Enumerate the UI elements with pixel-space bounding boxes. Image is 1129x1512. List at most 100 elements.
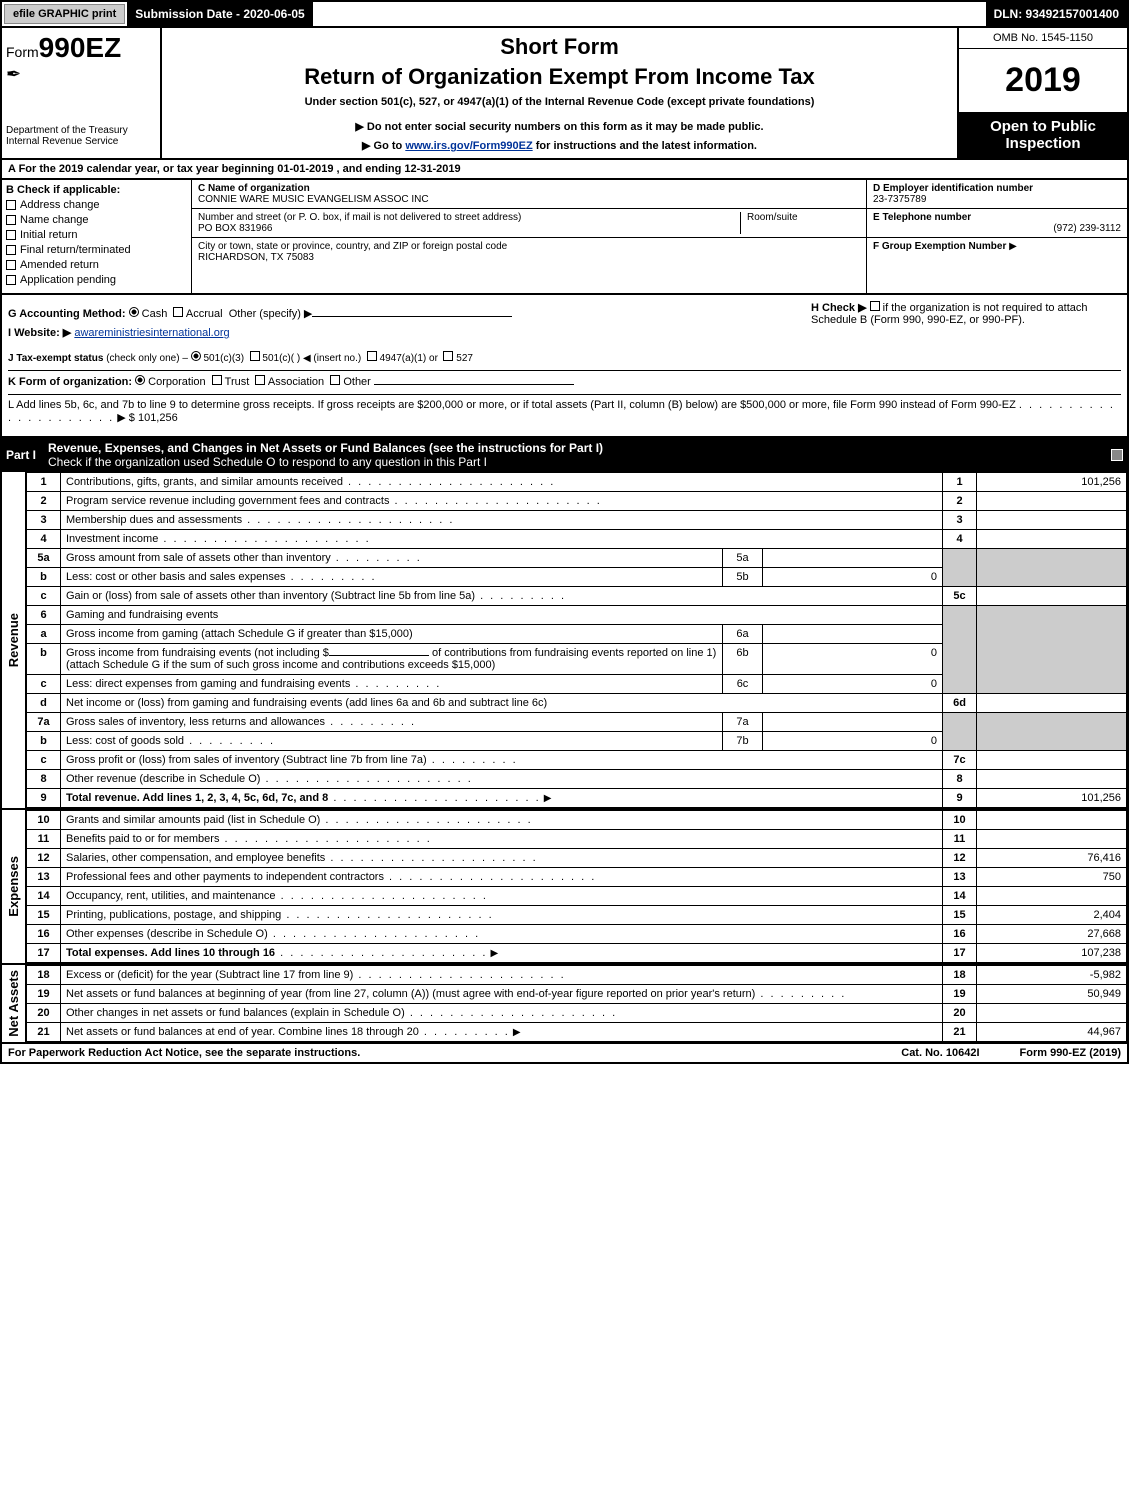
- table-row: 14Occupancy, rent, utilities, and mainte…: [27, 887, 1127, 906]
- line-subcol: 7a: [723, 713, 763, 732]
- dots-leader: [275, 947, 487, 959]
- line-desc: Excess or (deficit) for the year (Subtra…: [66, 969, 353, 981]
- line-num: 14: [27, 887, 61, 906]
- dept-irs: Internal Revenue Service: [6, 136, 156, 147]
- line-desc: Benefits paid to or for members: [66, 833, 219, 845]
- g-other-field[interactable]: [312, 316, 512, 317]
- line-amt: [977, 694, 1127, 713]
- group-exemption-row: F Group Exemption Number ▶: [867, 238, 1127, 255]
- phone-row: E Telephone number (972) 239-3112: [867, 209, 1127, 238]
- shaded-cell: [943, 606, 977, 694]
- line-rnum: 18: [943, 966, 977, 985]
- line-rnum: 20: [943, 1004, 977, 1023]
- line-num: 10: [27, 811, 61, 830]
- chk-initial-return[interactable]: Initial return: [6, 229, 187, 241]
- line-rnum: 10: [943, 811, 977, 830]
- chk-address-change[interactable]: Address change: [6, 199, 187, 211]
- dots-leader: [219, 833, 431, 845]
- line-num: 18: [27, 966, 61, 985]
- line-amt: 750: [977, 868, 1127, 887]
- line-rnum: 8: [943, 770, 977, 789]
- form-header: Form990EZ ✒ Department of the Treasury I…: [0, 28, 1129, 160]
- line-subcol: 7b: [723, 732, 763, 751]
- radio-icon[interactable]: [191, 351, 201, 361]
- table-row: cGross profit or (loss) from sales of in…: [27, 751, 1127, 770]
- city-label: City or town, state or province, country…: [198, 241, 860, 252]
- line-desc: Gross income from gaming (attach Schedul…: [66, 628, 413, 640]
- fundraising-amount-field[interactable]: [329, 655, 429, 656]
- line-num: 19: [27, 985, 61, 1004]
- line-rnum: 19: [943, 985, 977, 1004]
- org-city-row: City or town, state or province, country…: [192, 238, 866, 266]
- open-to-public-badge: Open to Public Inspection: [959, 112, 1127, 158]
- line-num: 15: [27, 906, 61, 925]
- k-other-field[interactable]: [374, 384, 574, 385]
- radio-icon[interactable]: [129, 307, 139, 317]
- radio-icon[interactable]: [135, 375, 145, 385]
- line-rnum: 16: [943, 925, 977, 944]
- dots-leader: [487, 455, 711, 469]
- table-row: cGain or (loss) from sale of assets othe…: [27, 587, 1127, 606]
- part1-header: Part I Revenue, Expenses, and Changes in…: [0, 438, 1129, 472]
- part1-checkbox[interactable]: [1111, 449, 1123, 461]
- section-ghijkl: G Accounting Method: Cash Accrual Other …: [0, 295, 1129, 438]
- radio-icon[interactable]: [173, 307, 183, 317]
- line-h: H Check ▶ if the organization is not req…: [801, 301, 1121, 345]
- topbar-spacer: [313, 2, 986, 26]
- radio-icon[interactable]: [255, 375, 265, 385]
- arrow-icon: ▶: [544, 793, 552, 804]
- g-accrual: Accrual: [186, 308, 223, 320]
- radio-icon[interactable]: [443, 351, 453, 361]
- radio-icon[interactable]: [250, 351, 260, 361]
- shaded-cell: [943, 549, 977, 587]
- header-left: Form990EZ ✒ Department of the Treasury I…: [2, 28, 162, 158]
- radio-icon[interactable]: [330, 375, 340, 385]
- street-label: Number and street (or P. O. box, if mail…: [198, 212, 740, 223]
- line-i: I Website: ▶ awareministriesinternationa…: [8, 326, 801, 339]
- chk-final-return[interactable]: Final return/terminated: [6, 244, 187, 256]
- netassets-table: 18 Excess or (deficit) for the year (Subt…: [26, 965, 1127, 1042]
- line-desc: Total expenses. Add lines 10 through 16: [66, 947, 275, 959]
- table-row: 3Membership dues and assessments3: [27, 511, 1127, 530]
- form-990ez-text: 990EZ: [39, 32, 122, 63]
- table-row: 21Net assets or fund balances at end of …: [27, 1023, 1127, 1042]
- table-row: 17 Total expenses. Add lines 10 through 1…: [27, 944, 1127, 963]
- arrow-icon: ▶: [513, 1027, 521, 1038]
- expenses-vertical-label: Expenses: [6, 856, 21, 917]
- chk-label: Name change: [20, 214, 89, 226]
- radio-icon[interactable]: [367, 351, 377, 361]
- revenue-vertical-label: Revenue: [6, 613, 21, 667]
- radio-icon[interactable]: [212, 375, 222, 385]
- line-amt: [977, 511, 1127, 530]
- line-desc: Other expenses (describe in Schedule O): [66, 928, 268, 940]
- line-desc: Other changes in net assets or fund bala…: [66, 1007, 405, 1019]
- line-num: b: [27, 644, 61, 675]
- ein-value: 23-7375789: [873, 194, 1121, 205]
- line-amt: [977, 770, 1127, 789]
- expenses-table: 10Grants and similar amounts paid (list …: [26, 810, 1127, 963]
- line-num: b: [27, 732, 61, 751]
- line-subval: 0: [763, 675, 943, 694]
- ein-label: D Employer identification number: [873, 183, 1121, 194]
- line-desc: Less: cost of goods sold: [66, 735, 184, 747]
- website-link[interactable]: awareministriesinternational.org: [74, 327, 229, 339]
- line-num: 7a: [27, 713, 61, 732]
- line-desc: Investment income: [66, 533, 158, 545]
- line-rnum: 12: [943, 849, 977, 868]
- chk-amended-return[interactable]: Amended return: [6, 259, 187, 271]
- chk-application-pending[interactable]: Application pending: [6, 274, 187, 286]
- part1-label: Part I: [6, 448, 36, 462]
- line-rnum: 15: [943, 906, 977, 925]
- irs-link[interactable]: www.irs.gov/Form990EZ: [405, 140, 532, 152]
- chk-name-change[interactable]: Name change: [6, 214, 187, 226]
- line-subval: [763, 549, 943, 568]
- j-label: J Tax-exempt status: [8, 353, 103, 364]
- table-row: 9Total revenue. Add lines 1, 2, 3, 4, 5c…: [27, 789, 1127, 808]
- j-note: (check only one) –: [106, 353, 188, 364]
- efile-print-button[interactable]: efile GRAPHIC print: [4, 4, 125, 24]
- chk-label: Amended return: [20, 259, 99, 271]
- line-num: 17: [27, 944, 61, 963]
- checkbox-icon[interactable]: [870, 301, 880, 311]
- street-value: PO BOX 831966: [198, 223, 740, 234]
- line-subcol: 6b: [723, 644, 763, 675]
